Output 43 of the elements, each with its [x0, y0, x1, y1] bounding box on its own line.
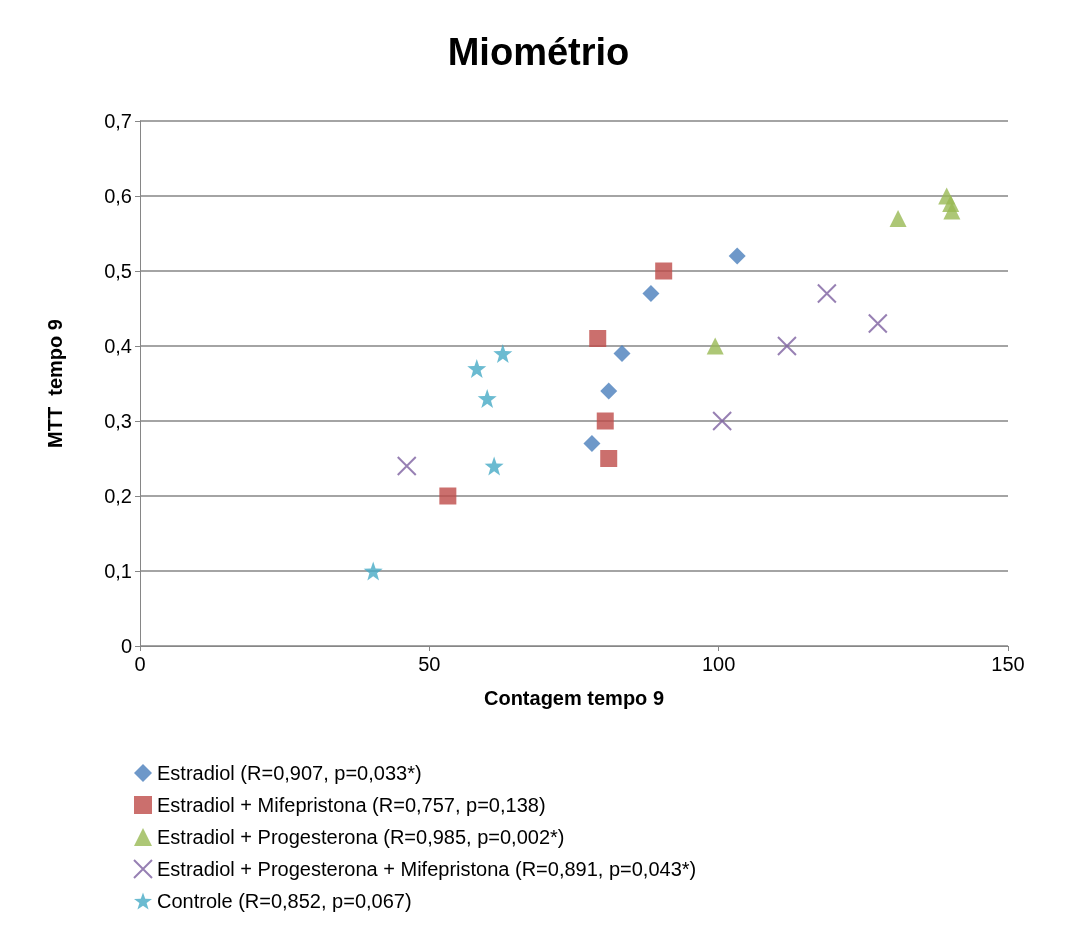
- legend-label: Estradiol + Progesterona (R=0,985, p=0,002*): [157, 826, 565, 848]
- point: [467, 359, 487, 378]
- point: [816, 283, 837, 304]
- legend-label: Estradiol + Mifepristona (R=0,757, p=0,138): [157, 794, 546, 816]
- point: [493, 344, 513, 363]
- x-axis-title: Contagem tempo 9: [483, 687, 665, 709]
- x-tick-label: 150: [991, 653, 1025, 675]
- point: [396, 456, 417, 476]
- point: [613, 345, 631, 362]
- point: [889, 210, 907, 227]
- point: [776, 336, 797, 356]
- point: [439, 487, 457, 505]
- y-tick-label: 0,2: [104, 485, 132, 507]
- point: [596, 412, 614, 430]
- point: [728, 247, 746, 265]
- point: [589, 330, 607, 347]
- point: [600, 382, 618, 400]
- point: [655, 262, 673, 280]
- point: [642, 285, 660, 302]
- point: [943, 202, 961, 220]
- chart-title: Miométrio: [447, 31, 630, 73]
- point: [363, 561, 383, 581]
- y-tick-label: 0,1: [104, 560, 132, 582]
- x-tick-label: 50: [418, 653, 441, 675]
- x-tick-label: 0: [134, 653, 146, 675]
- y-tick-label: 0,3: [104, 410, 132, 432]
- point: [600, 450, 618, 467]
- point: [706, 337, 724, 355]
- legend-label: Controle (R=0,852, p=0,067): [157, 890, 412, 912]
- point: [867, 313, 888, 334]
- point: [477, 389, 497, 408]
- y-tick-label: 0,5: [104, 260, 132, 282]
- y-tick-label: 0: [120, 635, 132, 657]
- y-axis-title: MTT tempo 9: [44, 319, 66, 448]
- y-tick-label: 0,6: [104, 185, 132, 207]
- point: [712, 411, 733, 431]
- point: [583, 435, 601, 452]
- legend-label: Estradiol (R=0,907, p=0,033*): [157, 762, 422, 784]
- point: [484, 456, 504, 476]
- y-tick-label: 0,4: [104, 335, 132, 357]
- y-tick-label: 0,7: [104, 110, 132, 132]
- x-tick-label: 100: [701, 653, 736, 675]
- legend-label: Estradiol + Progesterona + Mifepristona (R=0,891, p=0,043*): [157, 858, 697, 880]
